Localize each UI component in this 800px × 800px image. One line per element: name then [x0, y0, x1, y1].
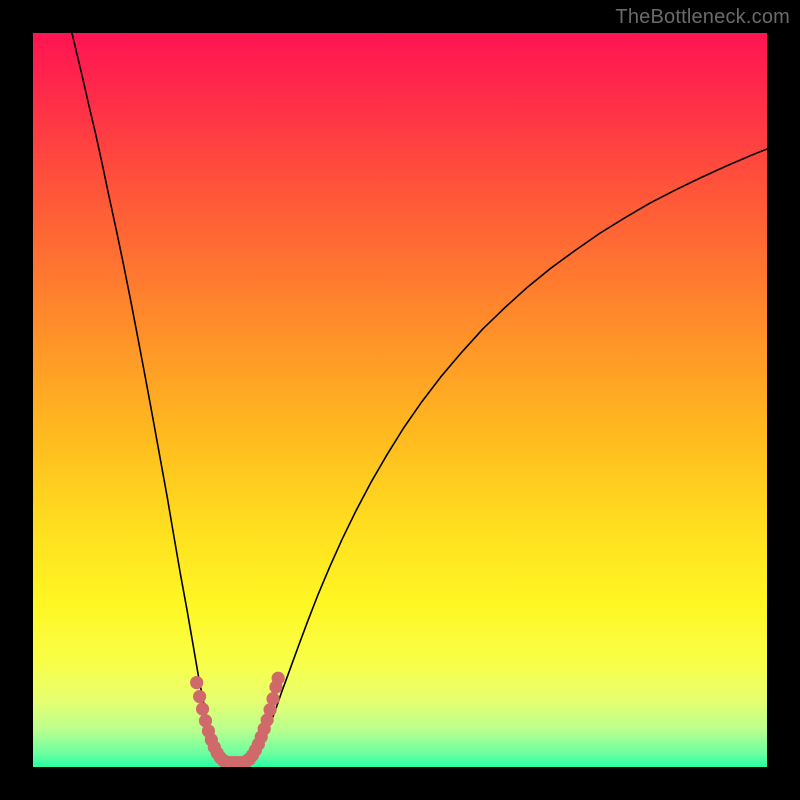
marker-dot	[272, 672, 285, 685]
marker-dot	[266, 692, 279, 705]
gradient-background	[33, 33, 767, 767]
marker-dot	[193, 690, 206, 703]
marker-dot	[196, 702, 209, 715]
watermark-text: TheBottleneck.com	[615, 6, 790, 29]
plot-svg	[33, 33, 767, 767]
plot-area	[33, 33, 767, 767]
chart-container: TheBottleneck.com	[0, 0, 800, 800]
marker-dot	[263, 703, 276, 716]
marker-dot	[190, 676, 203, 689]
